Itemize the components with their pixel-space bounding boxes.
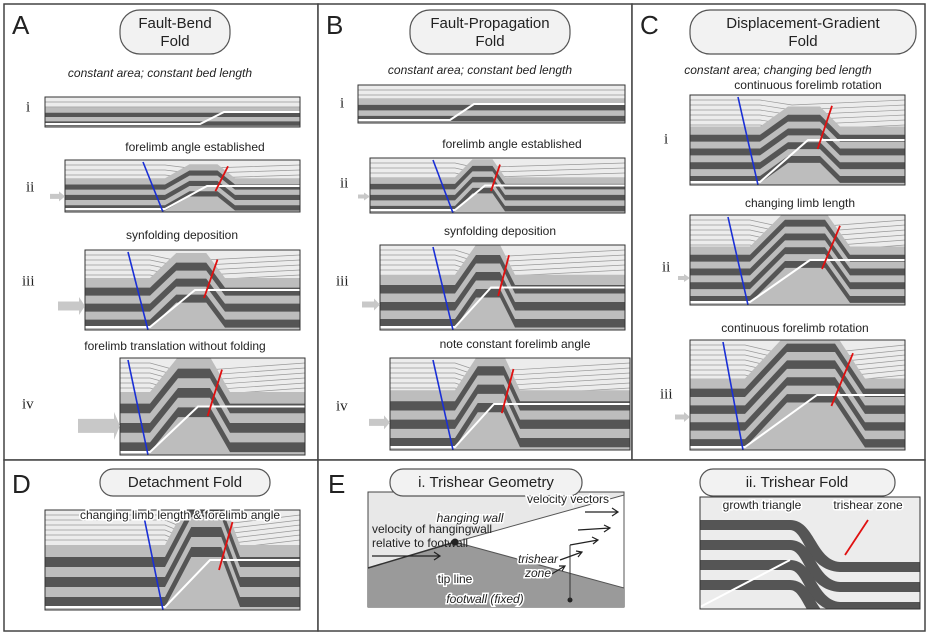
stage-label: i [340, 95, 344, 111]
fold-block [390, 355, 630, 450]
subtitle: constant area; changing bed length [684, 63, 872, 77]
annotation: synfolding deposition [444, 224, 556, 238]
fold-block [358, 85, 625, 123]
label: footwall (fixed) [446, 592, 523, 606]
label: zone [524, 566, 551, 580]
panel-title: Fold [788, 33, 817, 50]
fold-block [120, 357, 305, 455]
panel-title: i. Trishear Geometry [418, 474, 554, 491]
stage-label: iv [336, 398, 348, 414]
annotation: continuous forelimb rotation [721, 321, 868, 335]
label: trishear [518, 552, 559, 566]
annotation: forelimb angle established [125, 140, 264, 154]
label: velocity vectors [527, 492, 609, 506]
panel-title: ii. Trishear Fold [746, 474, 849, 491]
fold-block [690, 212, 905, 306]
annotation: forelimb translation without folding [84, 339, 265, 353]
panel-title: Displacement-Gradient [726, 15, 880, 32]
panel-title: Fault-Propagation [430, 15, 549, 32]
panel-title: Fold [475, 33, 504, 50]
annotation: forelimb angle established [442, 137, 581, 151]
stage-label: i [26, 99, 30, 115]
stage-label: i [664, 131, 668, 147]
fold-block [45, 97, 300, 127]
stage-label: iii [336, 273, 349, 289]
panel-title: Fold [160, 33, 189, 50]
fold-block [65, 160, 300, 212]
panel-letter: C [640, 10, 659, 40]
figure: A Fault-Bend Fold constant area; constan… [0, 0, 929, 635]
stage-label: iii [22, 273, 35, 289]
fold-block [380, 245, 625, 330]
label: relative to footwall [372, 536, 468, 550]
panel-letter: E [328, 469, 345, 499]
annotation: synfolding deposition [126, 228, 238, 242]
panel-letter: B [326, 10, 343, 40]
subtitle: constant area; constant bed length [388, 63, 572, 77]
dark-bed [45, 113, 300, 117]
label: growth triangle [723, 498, 802, 512]
fold-block [690, 95, 905, 185]
panel-title: Detachment Fold [128, 474, 242, 491]
panel-title: Fault-Bend [138, 15, 211, 32]
stage-label: ii [26, 179, 34, 195]
annotation: note constant forelimb angle [440, 337, 591, 351]
annotation: continuous forelimb rotation [734, 78, 881, 92]
label: velocity of hangingwall [372, 522, 492, 536]
dark-bed [358, 105, 625, 110]
artwork [45, 85, 920, 632]
panel-letter: D [12, 469, 31, 499]
annotation: changing limb length & forelimb angle [80, 508, 280, 522]
fold-block [370, 158, 625, 213]
fold-block [690, 334, 905, 451]
fold-block [85, 250, 300, 330]
stage-label: ii [340, 175, 348, 191]
subtitle: constant area; constant bed length [68, 66, 252, 80]
annotation: changing limb length [745, 196, 855, 210]
label: trishear zone [833, 498, 903, 512]
stage-label: ii [662, 259, 670, 275]
panel-letter: A [12, 10, 30, 40]
stage-label: iv [22, 396, 34, 412]
label: tip line [438, 572, 473, 586]
stage-label: iii [660, 386, 673, 402]
